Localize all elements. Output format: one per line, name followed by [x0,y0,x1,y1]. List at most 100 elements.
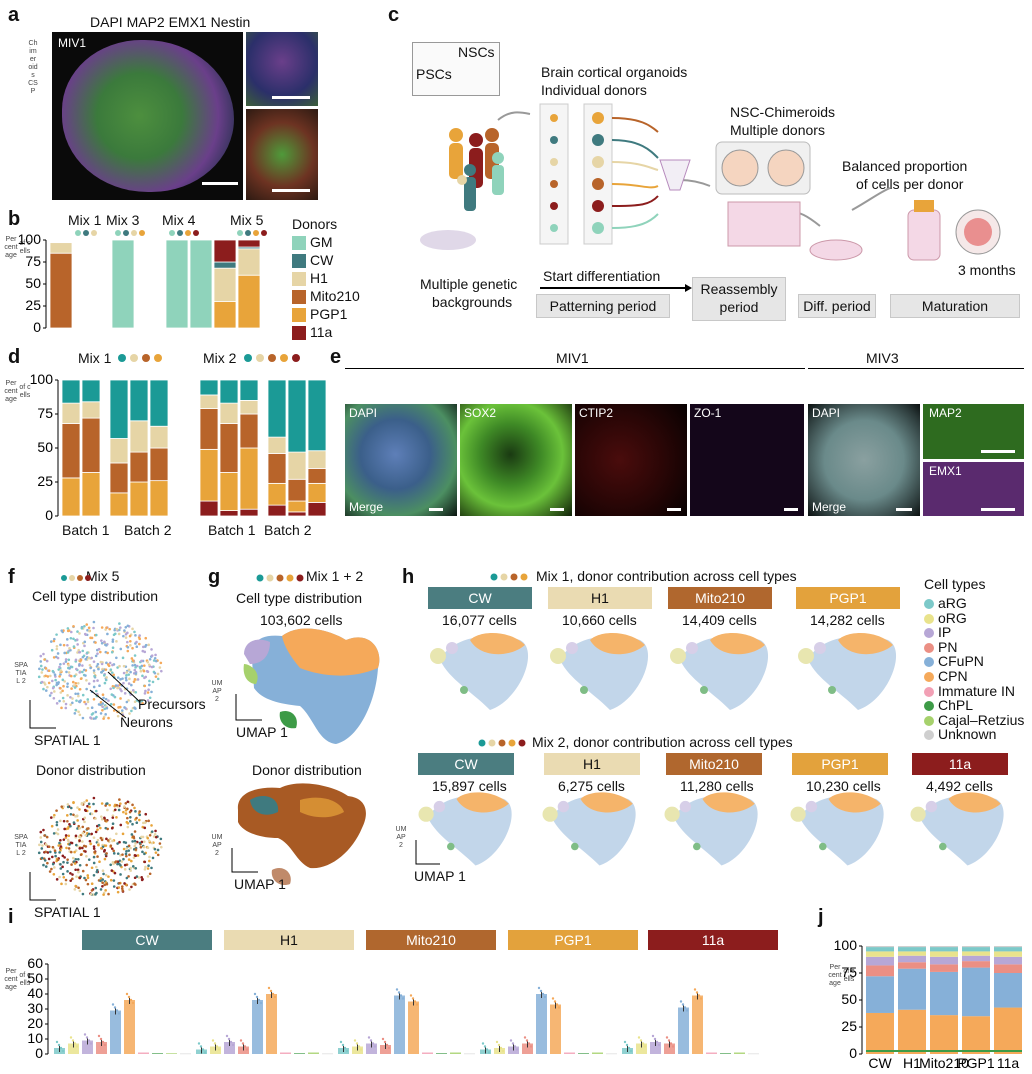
celltype-swatch [924,672,934,682]
donor-dot [139,230,145,236]
panel-c-chimeroid2: Multiple donors [730,122,825,138]
cell-dot [60,629,64,632]
cell-dot [39,836,43,839]
cell-dot [72,813,75,817]
cell-dot [79,659,82,663]
panel-i-point [257,998,261,1002]
cell-dot [40,671,44,674]
panel-e-ctip2-label: CTIP2 [579,406,614,420]
cell-dot [146,660,150,664]
cell-dot [103,707,106,711]
panel-i-point [241,1042,245,1045]
cell-dot [143,852,146,856]
panel-i-point [359,1048,363,1051]
cell-dot [77,886,80,890]
cell-dot [56,858,60,862]
cell-dot [130,885,133,889]
cell-dot [114,684,118,687]
umap-region-ip [557,800,570,813]
cell-dot [51,845,55,849]
cell-dot [99,660,103,664]
cell-dot [83,644,86,648]
panel-i-bar [650,1042,661,1054]
cell-dot [102,850,106,853]
cell-dot [47,845,51,848]
cell-dot [113,871,117,875]
panel-i-point [255,995,259,999]
cell-dot [113,632,117,636]
panel-i-point [345,1049,349,1053]
cell-dot [146,691,150,694]
cell-dot [61,865,64,869]
cell-dot [78,632,81,635]
cell-dot [131,822,134,826]
panel-j-bar-segment [866,1012,894,1054]
umap-region-cpn [838,633,893,655]
cell-dot [125,854,128,858]
panel-b-bar-segment [49,242,73,254]
panel-i-bar [678,1007,689,1054]
cell-dot [122,847,126,851]
cell-dot [129,846,132,850]
panel-i-point [103,1043,107,1047]
cell-dot [69,824,72,828]
panel-j-bar-segment [994,947,1022,952]
cell-dot [92,861,96,865]
panel-e-emx1-label: EMX1 [929,464,962,478]
panel-i-point [653,1037,657,1041]
h-row2-cells-cw: 15,897 cells [432,778,507,794]
panel-j-bar-segment [866,946,894,948]
umap-region-ip [686,642,698,654]
cell-dot [62,876,66,879]
cell-dot [94,809,98,813]
cell-dot [55,644,59,648]
panel-j-ytick-label: 0 [849,1045,857,1061]
panel-i-point [353,1039,357,1042]
cell-dot [150,830,154,833]
panel-c-organoid-title1: Brain cortical organoids [541,64,688,80]
cell-dot [89,666,92,670]
panel-i-point [367,1036,371,1039]
cell-dot [133,830,137,833]
panel-j-xtick-label: 11a [997,1055,1020,1071]
panel-c-months: 3 months [958,262,1016,278]
h-row1-donor-cw: CW [428,587,532,609]
cell-dot [86,628,89,632]
cell-dot [140,659,143,663]
cell-dot [128,888,131,891]
cell-dot [83,624,86,628]
panel-j-chpl-strip [866,1050,1022,1052]
cell-dot [116,714,120,718]
cell-dot [83,816,87,820]
cell-dot [66,682,69,685]
panel-i-bar [394,995,405,1054]
cell-dot [76,868,80,872]
panel-i-bar [138,1052,149,1054]
panel-d-mix2: Mix 2 [203,350,237,366]
cell-dot [150,648,153,651]
organoid-tubes-icon [539,103,613,245]
cell-dot [92,845,96,848]
cell-dot [112,879,116,882]
panel-i-point [211,1039,215,1042]
panel-d-bar-segment [81,379,101,403]
cell-dot [153,847,157,851]
cell-dot [50,648,54,652]
cell-dot [78,876,82,880]
h-row2-cells-11a: 4,492 cells [926,778,993,794]
panel-e-miv3-dapi-label: DAPI [812,406,841,420]
panel-j-bar-segment [898,962,926,969]
panel-i-point [513,1045,517,1048]
cell-dot [129,644,132,647]
cell-dot [43,683,47,686]
cell-dot [102,717,105,720]
cell-dot [127,849,131,852]
umap-region-org [798,648,814,664]
panel-i-point [697,994,701,997]
cell-dot [136,678,140,681]
panel-j-bar-segment [962,946,990,948]
cell-dot [69,630,73,634]
cell-dot [137,876,141,879]
panel-j-bar-segment [994,973,1022,1008]
donor-dot [130,354,138,362]
